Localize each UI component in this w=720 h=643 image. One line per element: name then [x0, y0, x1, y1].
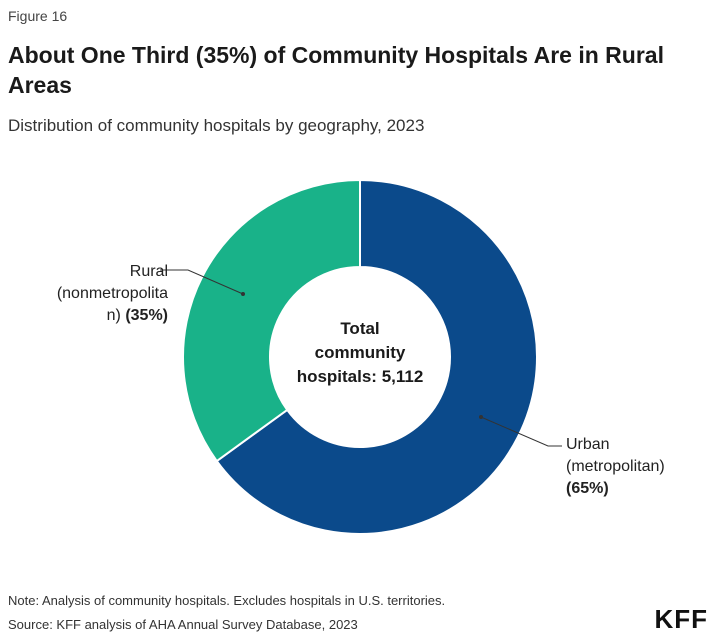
footnote: Note: Analysis of community hospitals. E… [8, 593, 446, 608]
source-note: Source: KFF analysis of AHA Annual Surve… [8, 617, 358, 632]
urban-slice [215, 178, 538, 535]
kff-logo: KFF [654, 604, 708, 634]
center-line-1: Total [340, 319, 380, 338]
center-line-3: hospitals: 5,112 [296, 367, 424, 386]
rural-label-line-3: n) (35%) [8, 305, 168, 327]
urban-percent: (65%) [566, 480, 609, 497]
rural-slice [182, 178, 361, 463]
urban-leader-line-dot [479, 415, 483, 419]
urban-label-line-1: Urban [566, 436, 610, 453]
rural-label-wrap: n) [106, 307, 126, 324]
figure-label: Figure 16 [8, 8, 68, 24]
urban-leader-line [480, 416, 562, 447]
donut-center-label: Total community hospitals: 5,112 [270, 317, 450, 389]
rural-label-line-1: Rural [129, 263, 168, 280]
urban-label-line-2: (metropolitan) [566, 458, 665, 475]
rural-leader-line [160, 269, 244, 295]
chart-title: About One Third (35%) of Community Hospi… [8, 42, 664, 98]
center-line-2: community [314, 343, 406, 362]
rural-percent: (35%) [125, 307, 168, 324]
chart-subtitle: Distribution of community hospitals by g… [8, 116, 425, 135]
rural-leader-line-dot [241, 292, 245, 296]
rural-label-line-2: (nonmetropolita [56, 285, 168, 302]
rural-slice-label: Rural (nonmetropolita n) (35%) [8, 261, 168, 327]
urban-slice-label: Urban (metropolitan) (65%) [566, 434, 716, 500]
